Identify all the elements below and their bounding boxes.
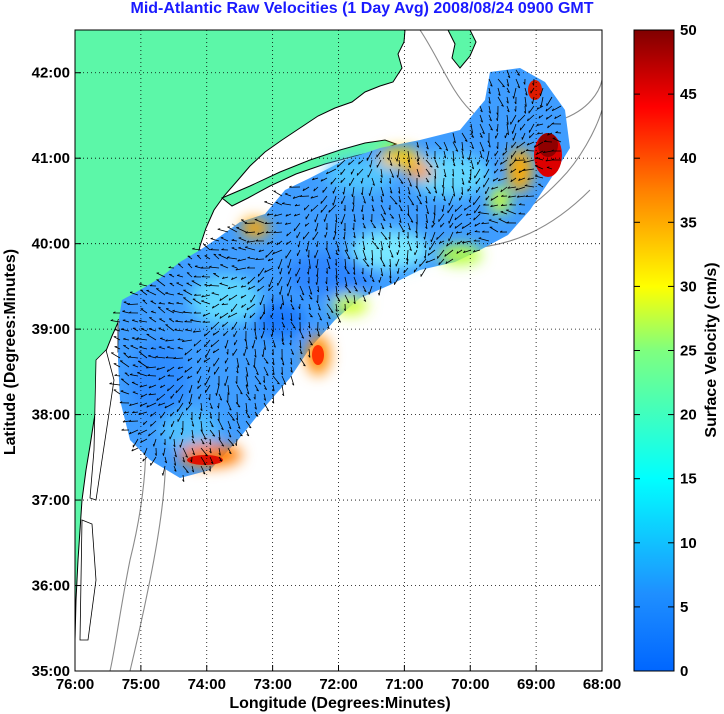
velocity-arrows — [109, 69, 562, 482]
colorbar-tick-label: 30 — [680, 278, 697, 295]
pamlico-sound — [79, 519, 97, 641]
colorbar-tick-label: 15 — [680, 471, 697, 488]
y-axis-label: Latitude (Degrees:Minutes) — [2, 249, 19, 455]
x-tick-label: 69:00 — [517, 676, 555, 693]
colorbar-tick-label: 5 — [680, 599, 688, 616]
colorbar-tick-label: 25 — [680, 343, 697, 360]
colorbar-tick-label: 40 — [680, 150, 697, 167]
x-tick-label: 72:00 — [319, 676, 357, 693]
x-tick-label: 73:00 — [253, 676, 291, 693]
x-tick-label: 71:00 — [385, 676, 423, 693]
x-tick-label: 74:00 — [188, 676, 226, 693]
plot-area — [75, 30, 602, 671]
colorbar-tick-label: 20 — [680, 407, 697, 424]
x-axis-ticks: 76:00 75:00 74:00 73:00 72:00 71:00 70:00 69:00… — [56, 665, 621, 693]
y-tick-label: 41:00 — [32, 150, 70, 167]
colorbar-label: Surface Velocity (cm/s) — [703, 262, 720, 437]
y-tick-label: 35:00 — [32, 663, 70, 680]
colorbar-ticks: 0 5 10 15 20 25 30 35 40 45 50 — [634, 22, 697, 680]
y-tick-label: 37:00 — [32, 492, 70, 509]
y-tick-label: 38:00 — [32, 407, 70, 424]
grid-lines — [75, 30, 602, 671]
y-tick-label: 39:00 — [32, 321, 70, 338]
x-tick-label: 75:00 — [122, 676, 160, 693]
x-tick-label: 68:00 — [583, 676, 621, 693]
colorbar-tick-label: 45 — [680, 86, 697, 103]
y-tick-label: 40:00 — [32, 236, 70, 253]
colorbar: 0 5 10 15 20 25 30 35 40 45 50 Surface Velocity (c… — [633, 22, 720, 680]
x-tick-label: 70:00 — [451, 676, 489, 693]
land-cape-cod — [447, 30, 477, 69]
chesapeake-bay — [89, 349, 115, 501]
y-tick-label: 42:00 — [32, 65, 70, 82]
colorbar-tick-label: 10 — [680, 535, 697, 552]
colorbar-tick-label: 35 — [680, 214, 697, 231]
map-title: Mid-Atlantic Raw Velocities (1 Day Avg) … — [130, 0, 594, 17]
colorbar-tick-label: 0 — [680, 663, 688, 680]
colorbar-tick-label: 50 — [680, 22, 697, 39]
x-tick-label: 76:00 — [56, 676, 94, 693]
x-axis-label: Longitude (Degrees:Minutes) — [229, 695, 450, 712]
y-axis-ticks: 35:00 36:00 37:00 38:00 39:00 40:00 41:00 42:00 — [32, 65, 81, 680]
y-tick-label: 36:00 — [32, 578, 70, 595]
